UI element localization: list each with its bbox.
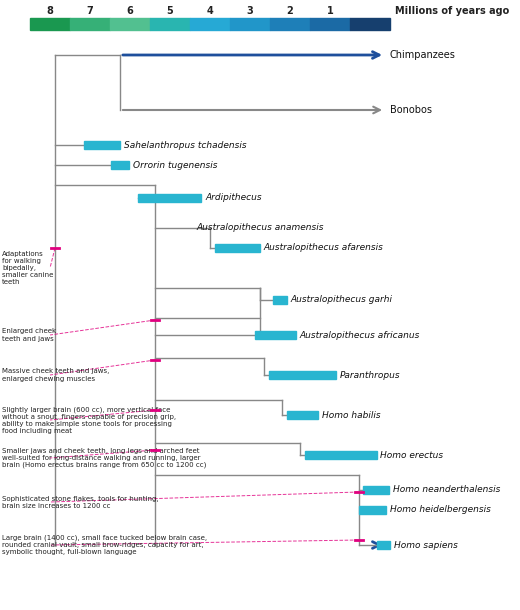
Bar [268,371,336,379]
Text: 1: 1 [327,6,333,16]
Text: Smaller jaws and cheek teeth, long legs and arched feet
well-suited for long-dis: Smaller jaws and cheek teeth, long legs … [2,448,206,468]
Bar [273,296,287,304]
Text: Millions of years ago: Millions of years ago [395,6,509,16]
Bar [150,18,190,30]
Bar [378,541,390,549]
Text: 5: 5 [166,6,173,16]
Bar [230,18,270,30]
Text: Adaptations
for walking
bipedally,
smaller canine
teeth: Adaptations for walking bipedally, small… [2,251,54,285]
Text: Sahelanthropus tchadensis: Sahelanthropus tchadensis [124,140,246,149]
Text: Australopithecus africanus: Australopithecus africanus [300,331,420,340]
Text: Homo heidelbergensis: Homo heidelbergensis [389,506,490,514]
Bar [350,18,390,30]
Bar [84,141,120,149]
Bar [215,244,259,252]
Text: Enlarged cheek
teeth and jaws: Enlarged cheek teeth and jaws [2,329,56,342]
Text: Ardipithecus: Ardipithecus [205,193,262,203]
Text: Australopithecus garhi: Australopithecus garhi [291,295,393,304]
Text: Large brain (1400 cc), small face tucked below brain case,
rounded cranial vault: Large brain (1400 cc), small face tucked… [2,535,207,555]
Text: Massive cheek teeth and jaws,
enlarged chewing muscles: Massive cheek teeth and jaws, enlarged c… [2,368,109,381]
Text: Homo erectus: Homo erectus [381,451,444,459]
Text: Sophisticated stone flakes, tools for hunting,
brain size increases to 1200 cc: Sophisticated stone flakes, tools for hu… [2,495,159,509]
Text: Bonobos: Bonobos [390,105,432,115]
Text: Australopithecus anamensis: Australopithecus anamensis [197,223,324,232]
Bar [70,18,110,30]
Bar [30,18,70,30]
Bar [363,486,388,494]
Bar [138,194,201,202]
Bar [310,18,350,30]
Bar [305,451,376,459]
Bar [358,506,385,514]
Text: 3: 3 [246,6,253,16]
Text: 4: 4 [206,6,213,16]
Bar [270,18,310,30]
Bar [190,18,230,30]
Text: 8: 8 [47,6,54,16]
Bar [111,161,129,169]
Bar [287,411,318,419]
Bar [255,331,295,339]
Text: Paranthropus: Paranthropus [340,370,400,379]
Text: 6: 6 [127,6,133,16]
Text: Chimpanzees: Chimpanzees [390,50,456,60]
Text: Australopithecus afarensis: Australopithecus afarensis [264,243,383,253]
Bar [110,18,150,30]
Text: Slightly larger brain (600 cc), more vertical face
without a snout, fingers capa: Slightly larger brain (600 cc), more ver… [2,406,176,434]
Text: Homo habilis: Homo habilis [322,411,381,420]
Text: Orrorin tugenensis: Orrorin tugenensis [133,160,217,170]
Text: Homo sapiens: Homo sapiens [394,540,458,550]
Text: 2: 2 [287,6,293,16]
Text: Homo neanderthalensis: Homo neanderthalensis [393,486,500,495]
Text: 7: 7 [87,6,94,16]
